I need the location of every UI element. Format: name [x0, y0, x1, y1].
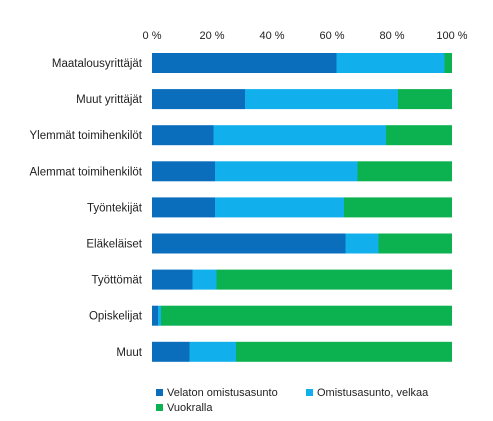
x-axis-ticks: 0 % 20 % 40 % 60 % 80 % 100 %: [143, 30, 468, 42]
bar-segment: [158, 305, 161, 326]
legend-label: Vuokralla: [167, 402, 213, 414]
bar-segment: [152, 341, 190, 362]
x-tick-label: 100 %: [436, 30, 467, 42]
bar-segment: [213, 125, 386, 146]
bar-segment: [215, 197, 344, 218]
category-labels: Maatalousyrittäjät Muut yrittäjät Ylemmät …: [30, 58, 143, 359]
bar-segment: [152, 233, 346, 254]
bar-segment: [236, 341, 452, 362]
category-label: Opiskelijat: [89, 311, 143, 323]
x-tick-label: 0 %: [143, 30, 162, 42]
bar-segment: [152, 269, 193, 290]
x-tick-label: 60 %: [319, 30, 344, 42]
bar-segment: [152, 89, 245, 110]
bar-segment: [378, 233, 452, 254]
legend-label: Velaton omistusasunto: [167, 387, 278, 399]
bar-segment: [152, 305, 158, 326]
category-label: Työttömät: [92, 275, 143, 287]
bar-segment: [245, 89, 398, 110]
category-label: Ylemmät toimihenkilöt: [30, 130, 143, 142]
bar-segment: [192, 269, 217, 290]
bar-segment: [345, 233, 379, 254]
bar-segment: [336, 53, 445, 73]
legend: Velaton omistusasunto Omistusasunto, velk…: [156, 387, 429, 414]
bar-segment: [152, 125, 214, 146]
category-label: Muut yrittäjät: [76, 94, 143, 106]
bar-segment: [152, 53, 337, 73]
legend-swatch: [156, 404, 163, 411]
x-tick-label: 80 %: [379, 30, 404, 42]
legend-swatch: [156, 389, 163, 396]
bar-segment: [344, 197, 452, 218]
bar-segment: [357, 161, 452, 182]
legend-swatch: [306, 389, 313, 396]
legend-label: Omistusasunto, velkaa: [317, 387, 429, 399]
bar-segment: [398, 89, 452, 110]
bar-segment: [152, 197, 215, 218]
x-tick-label: 40 %: [259, 30, 284, 42]
bar-segment: [152, 161, 215, 182]
bar-segment: [444, 53, 452, 73]
x-tick-label: 20 %: [199, 30, 224, 42]
category-label: Työntekijät: [87, 202, 143, 214]
bar-segment: [216, 269, 452, 290]
bar-segment: [161, 305, 452, 326]
bar-segment: [386, 125, 452, 146]
category-label: Maatalousyrittäjät: [52, 58, 143, 70]
category-label: Alemmat toimihenkilöt: [30, 166, 143, 178]
bar-segment: [215, 161, 358, 182]
category-label: Eläkeläiset: [86, 239, 142, 251]
category-label: Muut: [116, 347, 142, 359]
bar-segment: [189, 341, 236, 362]
bars: [152, 53, 452, 362]
